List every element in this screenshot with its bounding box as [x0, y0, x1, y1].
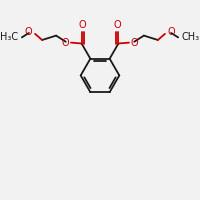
Text: O: O	[114, 20, 121, 30]
Text: O: O	[62, 38, 69, 48]
Text: H₃C: H₃C	[0, 32, 18, 42]
Text: O: O	[25, 27, 32, 37]
Text: O: O	[168, 27, 175, 37]
Text: O: O	[131, 38, 138, 48]
Text: CH₃: CH₃	[182, 32, 200, 42]
Text: O: O	[79, 20, 86, 30]
